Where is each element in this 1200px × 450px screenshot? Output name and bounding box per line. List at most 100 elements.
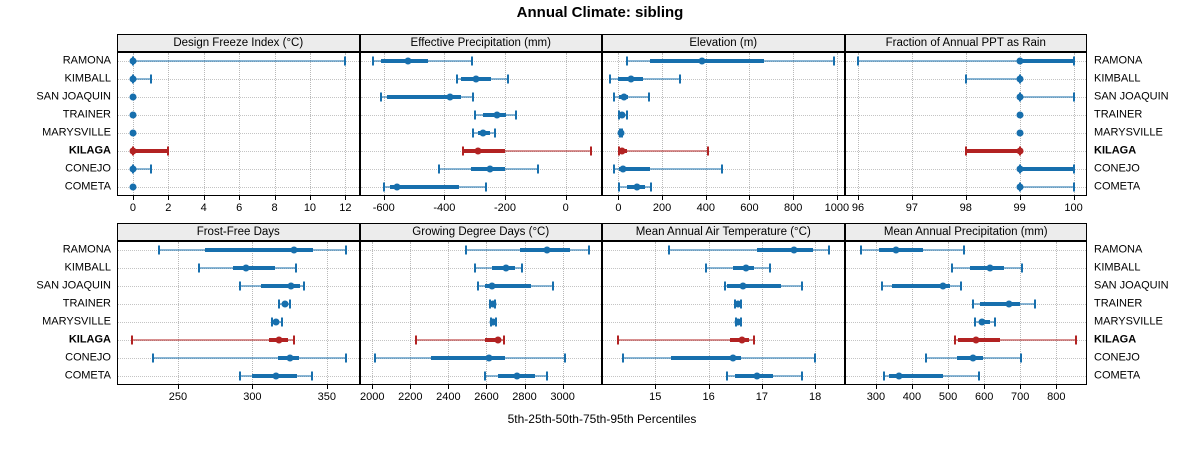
x-gridline xyxy=(203,53,205,195)
row-gridline xyxy=(603,97,844,98)
whisker-cap xyxy=(1072,164,1075,174)
whisker-line xyxy=(132,168,151,170)
median-dot xyxy=(895,372,903,380)
x-tick-label: 800 xyxy=(1047,391,1066,403)
median-dot xyxy=(972,336,980,344)
iqr-bar xyxy=(464,149,505,153)
whisker-line xyxy=(1019,96,1074,98)
x-tick xyxy=(565,196,567,200)
row-gridline xyxy=(845,115,1086,116)
whisker-cap xyxy=(464,245,467,255)
row-gridline xyxy=(118,151,359,152)
median-dot xyxy=(698,57,706,65)
station-label-left: COMETA xyxy=(64,369,111,382)
median-dot xyxy=(969,354,977,362)
whisker-cap xyxy=(239,371,242,381)
x-tick-label: 4 xyxy=(200,202,207,214)
station-label-left: COMETA xyxy=(64,180,111,193)
whisker-cap xyxy=(993,317,996,327)
whisker-cap xyxy=(474,263,477,273)
row-gridline xyxy=(603,376,844,377)
whisker-cap xyxy=(1020,353,1023,363)
whisker-line xyxy=(965,78,1020,80)
panel-strip: Growing Degree Days (°C) xyxy=(359,223,602,241)
x-tick-label: 200 xyxy=(652,202,672,214)
median-dot xyxy=(290,246,298,254)
whisker-cap xyxy=(616,335,619,345)
x-tick xyxy=(761,385,763,389)
median-dot xyxy=(129,57,137,65)
chart-title: Annual Climate: sibling xyxy=(516,4,684,21)
whisker-cap xyxy=(1072,182,1075,192)
whisker-cap xyxy=(344,56,347,66)
x-tick xyxy=(239,196,241,200)
whisker-cap xyxy=(954,335,957,345)
median-dot xyxy=(446,93,454,101)
row-gridline xyxy=(845,187,1086,188)
x-tick-label: 700 xyxy=(1011,391,1030,403)
median-dot xyxy=(272,372,280,380)
x-gridline xyxy=(309,53,311,195)
iqr-bar xyxy=(888,374,943,378)
whisker-line xyxy=(857,60,1074,62)
median-dot xyxy=(281,300,289,308)
x-tick-label: -200 xyxy=(493,202,517,214)
x-tick-label: 99 xyxy=(1013,202,1026,214)
iqr-bar xyxy=(132,149,169,153)
x-gridline xyxy=(132,53,134,195)
row-gridline xyxy=(118,115,359,116)
x-tick-label: 3000 xyxy=(550,391,575,403)
x-tick-label: 98 xyxy=(959,202,972,214)
x-tick xyxy=(705,196,707,200)
median-dot xyxy=(493,111,501,119)
station-label-left: KILAGA xyxy=(68,333,111,346)
whisker-cap xyxy=(520,263,523,273)
median-dot xyxy=(1016,93,1024,101)
x-tick xyxy=(203,196,205,200)
iqr-bar xyxy=(380,59,428,63)
row-gridline xyxy=(118,187,359,188)
median-dot xyxy=(129,93,137,101)
x-gridline xyxy=(705,53,707,195)
iqr-bar xyxy=(484,338,501,342)
row-gridline xyxy=(360,97,601,98)
row-gridline xyxy=(360,322,601,323)
whisker-cap xyxy=(832,56,835,66)
whisker-line xyxy=(668,249,829,251)
whisker-cap xyxy=(726,371,729,381)
whisker-cap xyxy=(860,245,863,255)
station-label-right: CONEJO xyxy=(1094,162,1140,175)
x-gridline xyxy=(168,53,170,195)
whisker-cap xyxy=(310,371,313,381)
x-tick xyxy=(274,196,276,200)
x-tick-label: 0 xyxy=(562,202,569,214)
panel xyxy=(359,241,602,385)
whisker-cap xyxy=(768,263,771,273)
station-label-right: KIMBALL xyxy=(1094,261,1141,274)
whisker-cap xyxy=(974,317,977,327)
median-dot xyxy=(275,336,283,344)
x-tick xyxy=(562,385,564,389)
median-dot xyxy=(129,111,137,119)
median-dot xyxy=(978,318,986,326)
station-label-right: KILAGA xyxy=(1094,144,1137,157)
x-gridline xyxy=(565,53,567,195)
station-label-right: TRAINER xyxy=(1094,297,1143,310)
whisker-cap xyxy=(484,182,487,192)
x-tick xyxy=(655,385,657,389)
x-tick xyxy=(965,196,967,200)
x-tick xyxy=(252,385,254,389)
iqr-bar xyxy=(389,185,459,189)
whisker-cap xyxy=(882,371,885,381)
station-label-left: RAMONA xyxy=(62,243,111,256)
x-tick-label: 97 xyxy=(905,202,918,214)
x-tick-label: -600 xyxy=(372,202,395,214)
station-label-left: TRAINER xyxy=(62,108,111,121)
whisker-cap xyxy=(345,353,348,363)
x-tick-label: 1000 xyxy=(824,202,850,214)
x-tick xyxy=(911,196,913,200)
x-tick xyxy=(524,385,526,389)
x-tick-label: 8 xyxy=(271,202,278,214)
whisker-cap xyxy=(157,245,160,255)
median-dot xyxy=(742,264,750,272)
